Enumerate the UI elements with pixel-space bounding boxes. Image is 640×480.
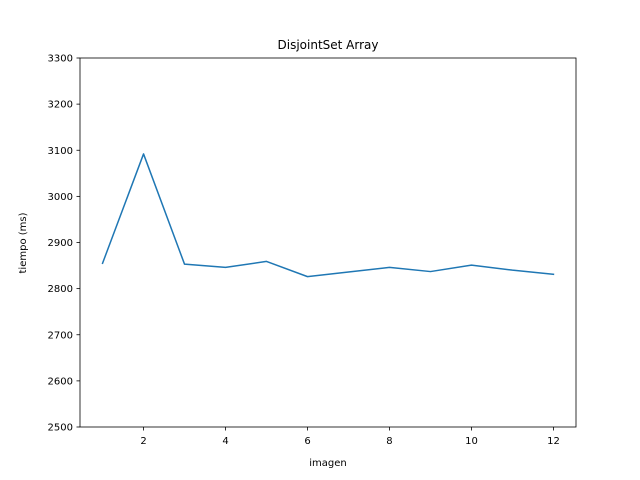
y-axis-label: tiempo (ms) (18, 212, 29, 273)
x-axis-label: imagen (309, 458, 347, 469)
y-tick-label: 3200 (48, 100, 73, 111)
y-tick-label: 3300 (48, 54, 73, 65)
x-tick-label: 10 (465, 436, 478, 447)
y-tick-label: 2500 (48, 423, 73, 434)
x-tick-label: 12 (547, 436, 560, 447)
chart-title: DisjointSet Array (278, 38, 379, 52)
series-line-1 (101, 153, 555, 278)
x-tick-label: 2 (140, 436, 146, 447)
x-tick-label: 6 (304, 436, 310, 447)
y-tick-label: 2700 (48, 330, 73, 341)
y-tick-label: 2900 (48, 238, 73, 249)
x-tick-label: 8 (386, 436, 392, 447)
plot-frame (79, 57, 577, 428)
y-tick-label: 3000 (48, 192, 73, 203)
plot-area: 2 4 6 8 10 12 2500 2600 2700 2800 2900 3000 3100 3200… (48, 54, 577, 447)
y-tick-label: 2800 (48, 284, 73, 295)
y-tick-label: 2600 (48, 376, 73, 387)
x-tick-label: 4 (222, 436, 228, 447)
y-tick-label: 3100 (48, 146, 73, 157)
